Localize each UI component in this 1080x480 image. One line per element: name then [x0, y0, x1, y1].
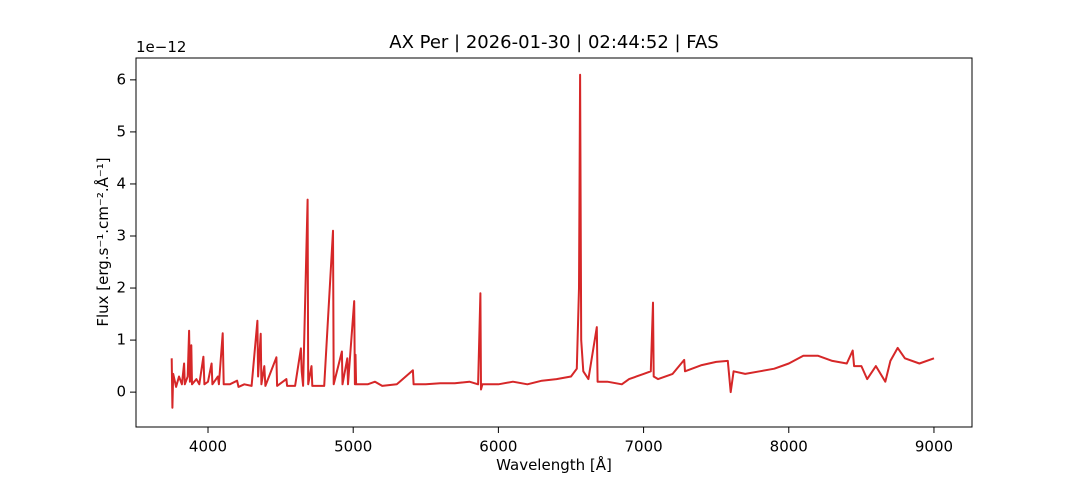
- x-axis-label: Wavelength [Å]: [496, 455, 612, 474]
- x-tick-label: 6000: [479, 438, 517, 456]
- y-tick-label: 3: [116, 226, 126, 244]
- y-tick-label: 2: [116, 279, 126, 297]
- x-tick-label: 9000: [915, 438, 953, 456]
- x-tick-label: 4000: [189, 438, 227, 456]
- spectrum-line: [170, 73, 935, 409]
- y-axis-label: Flux [erg.s⁻¹.cm⁻².Å⁻¹]: [93, 157, 112, 326]
- y-tick-label: 4: [116, 174, 126, 192]
- y-tick-label: 1: [116, 331, 126, 349]
- x-tick-label: 5000: [334, 438, 372, 456]
- y-tick-label: 0: [116, 383, 126, 401]
- y-offset-label: 1e−12: [136, 38, 186, 56]
- plot-frame: [135, 57, 973, 428]
- x-tick-label: 8000: [770, 438, 808, 456]
- y-tick-label: 5: [116, 122, 126, 140]
- x-tick-label: 7000: [624, 438, 662, 456]
- y-tick-label: 6: [116, 70, 126, 88]
- chart-title: AX Per | 2026-01-30 | 02:44:52 | FAS: [389, 32, 718, 53]
